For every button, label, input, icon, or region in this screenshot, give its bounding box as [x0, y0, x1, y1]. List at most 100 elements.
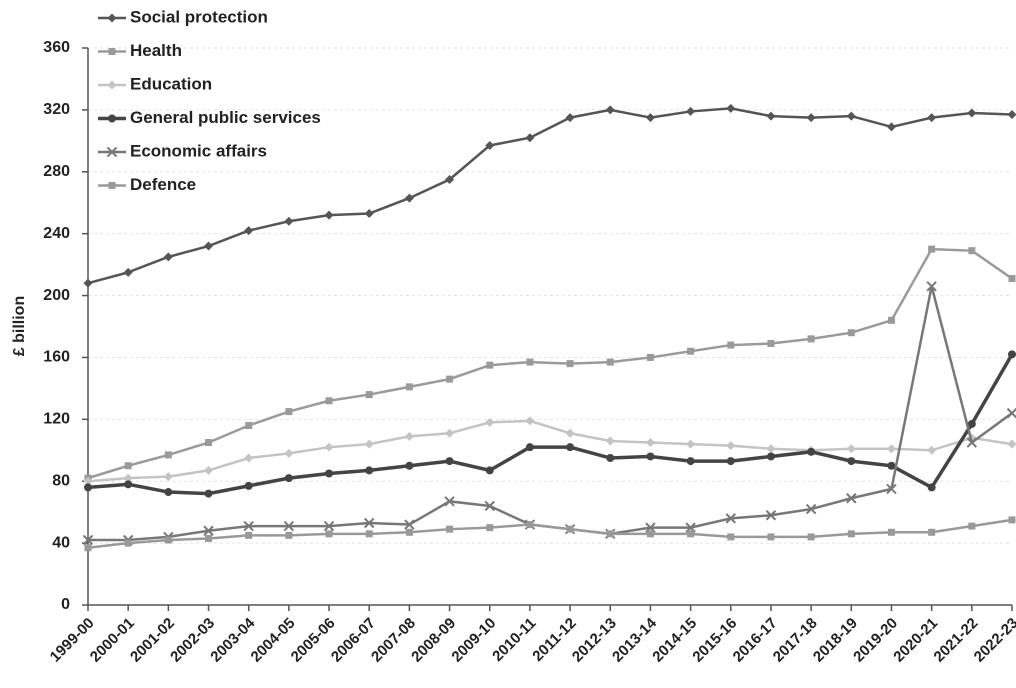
legend-label: General public services — [130, 108, 321, 127]
point — [805, 503, 817, 515]
y-axis-label: £ billion — [11, 296, 28, 356]
point — [886, 444, 896, 454]
point — [526, 358, 534, 366]
point — [525, 133, 535, 143]
point — [404, 519, 415, 530]
point — [928, 245, 936, 253]
point — [887, 461, 896, 470]
y-tick-label: 280 — [43, 163, 70, 180]
legend-label: Social protection — [130, 7, 268, 26]
point — [445, 457, 454, 466]
point — [967, 419, 976, 428]
point — [886, 483, 897, 495]
point — [927, 445, 937, 455]
point — [82, 534, 94, 546]
point — [766, 444, 776, 454]
point — [106, 146, 118, 158]
point — [927, 483, 936, 492]
point — [285, 531, 293, 539]
legend-label: Defence — [130, 175, 196, 194]
point — [687, 530, 695, 538]
point — [205, 439, 213, 447]
y-tick-label: 160 — [43, 349, 70, 366]
point — [404, 193, 414, 203]
point — [807, 447, 816, 456]
point — [108, 48, 116, 55]
series-line — [87, 518, 1013, 549]
point — [245, 422, 253, 430]
point — [767, 533, 775, 541]
point — [107, 80, 117, 90]
point — [164, 488, 173, 497]
point — [404, 431, 414, 441]
point — [84, 544, 92, 552]
point — [605, 105, 615, 115]
point — [365, 391, 373, 399]
point — [846, 111, 856, 121]
point — [726, 103, 736, 113]
point — [485, 140, 495, 150]
series-line — [87, 419, 1013, 483]
point — [323, 520, 335, 532]
point — [284, 216, 294, 226]
point — [364, 209, 374, 219]
point — [244, 453, 254, 463]
point — [525, 443, 534, 452]
point — [325, 397, 333, 405]
x-tick-label: 2010-11 — [489, 615, 539, 665]
point — [565, 113, 575, 123]
point — [526, 521, 534, 529]
point — [163, 252, 173, 262]
point — [767, 340, 775, 348]
point — [405, 528, 413, 536]
point — [364, 439, 374, 449]
point — [646, 530, 654, 538]
point — [446, 525, 454, 533]
point — [123, 267, 133, 277]
point — [484, 500, 495, 512]
point — [84, 483, 92, 492]
series-line — [87, 353, 1014, 496]
y-tick-label: 200 — [43, 287, 70, 304]
point — [405, 461, 414, 470]
point — [766, 452, 775, 461]
point — [205, 534, 213, 542]
series-line — [87, 107, 1013, 285]
point — [645, 113, 655, 123]
point — [928, 528, 936, 536]
point — [687, 347, 695, 355]
point — [444, 496, 455, 507]
point — [686, 457, 695, 466]
point — [324, 210, 334, 220]
point — [645, 438, 655, 448]
point — [486, 361, 494, 369]
point — [886, 122, 896, 132]
point — [565, 428, 575, 438]
point — [606, 358, 614, 366]
point — [1007, 439, 1016, 449]
series-line — [88, 285, 1013, 542]
point — [485, 417, 495, 427]
point — [364, 517, 375, 529]
point — [485, 466, 494, 475]
point — [164, 536, 172, 544]
point — [283, 520, 295, 532]
point — [606, 530, 614, 538]
point — [124, 462, 132, 470]
x-tick-label: 2009-10 — [448, 615, 499, 666]
point — [203, 525, 214, 536]
point — [968, 247, 976, 255]
point — [926, 281, 937, 292]
point — [566, 443, 575, 452]
point — [446, 375, 454, 383]
point — [807, 533, 815, 541]
point — [486, 524, 494, 532]
point — [847, 530, 855, 538]
point — [245, 531, 253, 539]
point — [244, 226, 254, 236]
point — [967, 108, 977, 118]
point — [445, 428, 455, 438]
point — [107, 13, 117, 23]
point — [887, 528, 895, 536]
